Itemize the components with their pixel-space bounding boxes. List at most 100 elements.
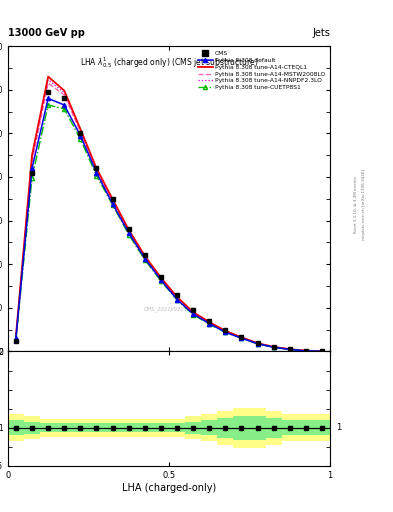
Pythia 8.308 tune-A14-NNPDF2.3LO xyxy=(255,340,260,347)
Pythia 8.308 tune-CUETP8S1 xyxy=(271,344,276,350)
Pythia 8.308 default xyxy=(13,335,18,342)
Pythia 8.308 tune-A14-NNPDF2.3LO xyxy=(223,328,228,334)
Pythia 8.308 tune-A14-CTEQL1 xyxy=(78,126,83,132)
Text: CMS_2021JI920187: CMS_2021JI920187 xyxy=(143,306,195,312)
Pythia 8.308 tune-A14-MSTW2008LO xyxy=(78,129,83,135)
Pythia 8.308 default xyxy=(94,169,99,176)
Pythia 8.308 tune-A14-MSTW2008LO xyxy=(255,340,260,347)
Text: 1: 1 xyxy=(336,423,342,432)
Pythia 8.308 tune-CUETP8S1 xyxy=(78,136,83,142)
Pythia 8.308 tune-CUETP8S1 xyxy=(30,175,35,181)
Text: 13000 GeV pp: 13000 GeV pp xyxy=(8,28,85,38)
Pythia 8.308 tune-A14-CTEQL1 xyxy=(320,348,325,354)
Text: mcplots.cern.ch [arXiv:1306.3436]: mcplots.cern.ch [arXiv:1306.3436] xyxy=(362,169,365,240)
Pythia 8.308 tune-A14-CTEQL1 xyxy=(127,227,131,233)
Pythia 8.308 tune-A14-CTEQL1 xyxy=(271,344,276,350)
Pythia 8.308 tune-A14-CTEQL1 xyxy=(304,348,309,354)
Pythia 8.308 tune-A14-MSTW2008LO xyxy=(320,348,325,354)
Pythia 8.308 tune-A14-CTEQL1 xyxy=(13,333,18,339)
Pythia 8.308 tune-A14-MSTW2008LO xyxy=(175,295,180,301)
Pythia 8.308 tune-A14-CTEQL1 xyxy=(255,340,260,346)
Pythia 8.308 tune-A14-CTEQL1 xyxy=(288,346,292,352)
Pythia 8.308 tune-CUETP8S1 xyxy=(320,348,325,354)
Pythia 8.308 tune-A14-CTEQL1 xyxy=(191,309,196,315)
Pythia 8.308 tune-CUETP8S1 xyxy=(304,348,309,354)
Pythia 8.308 tune-A14-MSTW2008LO xyxy=(62,92,67,98)
Pythia 8.308 tune-A14-NNPDF2.3LO xyxy=(239,334,244,340)
Pythia 8.308 tune-A14-MSTW2008LO xyxy=(143,254,147,261)
Pythia 8.308 tune-A14-NNPDF2.3LO xyxy=(110,198,115,204)
Pythia 8.308 tune-A14-NNPDF2.3LO xyxy=(30,156,35,162)
Pythia 8.308 tune-A14-CTEQL1 xyxy=(46,74,50,80)
Pythia 8.308 tune-CUETP8S1 xyxy=(110,202,115,208)
Pythia 8.308 tune-A14-MSTW2008LO xyxy=(127,228,131,234)
Pythia 8.308 tune-CUETP8S1 xyxy=(223,329,228,335)
X-axis label: LHA (charged-only): LHA (charged-only) xyxy=(122,482,216,493)
Pythia 8.308 tune-A14-NNPDF2.3LO xyxy=(46,77,50,83)
Pythia 8.308 default xyxy=(159,277,163,283)
Pythia 8.308 tune-CUETP8S1 xyxy=(191,312,196,318)
Pythia 8.308 tune-A14-NNPDF2.3LO xyxy=(143,253,147,260)
Line: Pythia 8.308 tune-A14-MSTW2008LO: Pythia 8.308 tune-A14-MSTW2008LO xyxy=(16,83,322,351)
Line: Pythia 8.308 tune-CUETP8S1: Pythia 8.308 tune-CUETP8S1 xyxy=(14,103,324,353)
Pythia 8.308 default xyxy=(255,340,260,347)
Pythia 8.308 tune-CUETP8S1 xyxy=(127,231,131,238)
Pythia 8.308 default xyxy=(78,133,83,139)
Pythia 8.308 tune-A14-MSTW2008LO xyxy=(13,334,18,340)
Pythia 8.308 default xyxy=(223,329,228,335)
Pythia 8.308 tune-CUETP8S1 xyxy=(255,341,260,347)
Text: Rivet 3.1.10, ≥ 3.3M events: Rivet 3.1.10, ≥ 3.3M events xyxy=(354,176,358,233)
Line: Pythia 8.308 default: Pythia 8.308 default xyxy=(14,96,324,353)
Pythia 8.308 tune-A14-MSTW2008LO xyxy=(110,198,115,204)
Pythia 8.308 tune-A14-NNPDF2.3LO xyxy=(207,319,212,326)
Legend: CMS, Pythia 8.308 default, Pythia 8.308 tune-A14-CTEQL1, Pythia 8.308 tune-A14-M: CMS, Pythia 8.308 default, Pythia 8.308 … xyxy=(196,49,327,92)
Pythia 8.308 tune-A14-NNPDF2.3LO xyxy=(127,228,131,234)
Pythia 8.308 tune-A14-MSTW2008LO xyxy=(159,276,163,282)
Pythia 8.308 tune-A14-MSTW2008LO xyxy=(94,167,99,173)
Pythia 8.308 tune-A14-NNPDF2.3LO xyxy=(13,334,18,340)
Pythia 8.308 tune-A14-CTEQL1 xyxy=(239,334,244,340)
Pythia 8.308 tune-A14-MSTW2008LO xyxy=(288,346,292,352)
Pythia 8.308 tune-A14-CTEQL1 xyxy=(143,253,147,259)
Pythia 8.308 tune-A14-NNPDF2.3LO xyxy=(320,348,325,354)
Pythia 8.308 default xyxy=(143,255,147,262)
Pythia 8.308 tune-A14-MSTW2008LO xyxy=(30,159,35,165)
Pythia 8.308 tune-A14-NNPDF2.3LO xyxy=(288,346,292,352)
Pythia 8.308 tune-A14-CTEQL1 xyxy=(94,165,99,172)
Pythia 8.308 tune-CUETP8S1 xyxy=(175,297,180,303)
Pythia 8.308 default xyxy=(175,296,180,303)
Pythia 8.308 default xyxy=(304,348,309,354)
Pythia 8.308 tune-A14-NNPDF2.3LO xyxy=(62,90,67,96)
Pythia 8.308 default xyxy=(207,321,212,327)
Pythia 8.308 tune-A14-NNPDF2.3LO xyxy=(304,348,309,354)
Pythia 8.308 default xyxy=(239,335,244,341)
Pythia 8.308 tune-A14-CTEQL1 xyxy=(159,274,163,281)
Pythia 8.308 tune-A14-NNPDF2.3LO xyxy=(175,294,180,301)
Pythia 8.308 default xyxy=(271,344,276,350)
Pythia 8.308 default xyxy=(30,165,35,172)
Pythia 8.308 tune-CUETP8S1 xyxy=(207,321,212,327)
Pythia 8.308 default xyxy=(191,311,196,317)
Pythia 8.308 tune-A14-CTEQL1 xyxy=(62,88,67,94)
Pythia 8.308 tune-CUETP8S1 xyxy=(46,102,50,108)
Pythia 8.308 tune-A14-CTEQL1 xyxy=(30,152,35,158)
Pythia 8.308 tune-A14-NNPDF2.3LO xyxy=(78,127,83,133)
Pythia 8.308 tune-CUETP8S1 xyxy=(94,173,99,179)
Pythia 8.308 default xyxy=(62,102,67,108)
Pythia 8.308 tune-A14-MSTW2008LO xyxy=(239,334,244,340)
Text: Jets: Jets xyxy=(312,28,330,38)
Pythia 8.308 tune-CUETP8S1 xyxy=(159,278,163,284)
Pythia 8.308 default xyxy=(127,230,131,236)
Pythia 8.308 tune-A14-NNPDF2.3LO xyxy=(94,166,99,173)
Pythia 8.308 tune-A14-CTEQL1 xyxy=(110,196,115,202)
Pythia 8.308 tune-A14-MSTW2008LO xyxy=(207,320,212,326)
Pythia 8.308 tune-A14-CTEQL1 xyxy=(223,328,228,334)
Pythia 8.308 tune-A14-NNPDF2.3LO xyxy=(159,275,163,282)
Line: Pythia 8.308 tune-A14-NNPDF2.3LO: Pythia 8.308 tune-A14-NNPDF2.3LO xyxy=(16,80,322,351)
Pythia 8.308 tune-A14-MSTW2008LO xyxy=(304,348,309,354)
Pythia 8.308 default xyxy=(320,348,325,354)
Pythia 8.308 tune-A14-MSTW2008LO xyxy=(191,310,196,316)
Pythia 8.308 tune-CUETP8S1 xyxy=(288,347,292,353)
Pythia 8.308 tune-A14-NNPDF2.3LO xyxy=(191,310,196,316)
Line: Pythia 8.308 tune-A14-CTEQL1: Pythia 8.308 tune-A14-CTEQL1 xyxy=(16,77,322,351)
